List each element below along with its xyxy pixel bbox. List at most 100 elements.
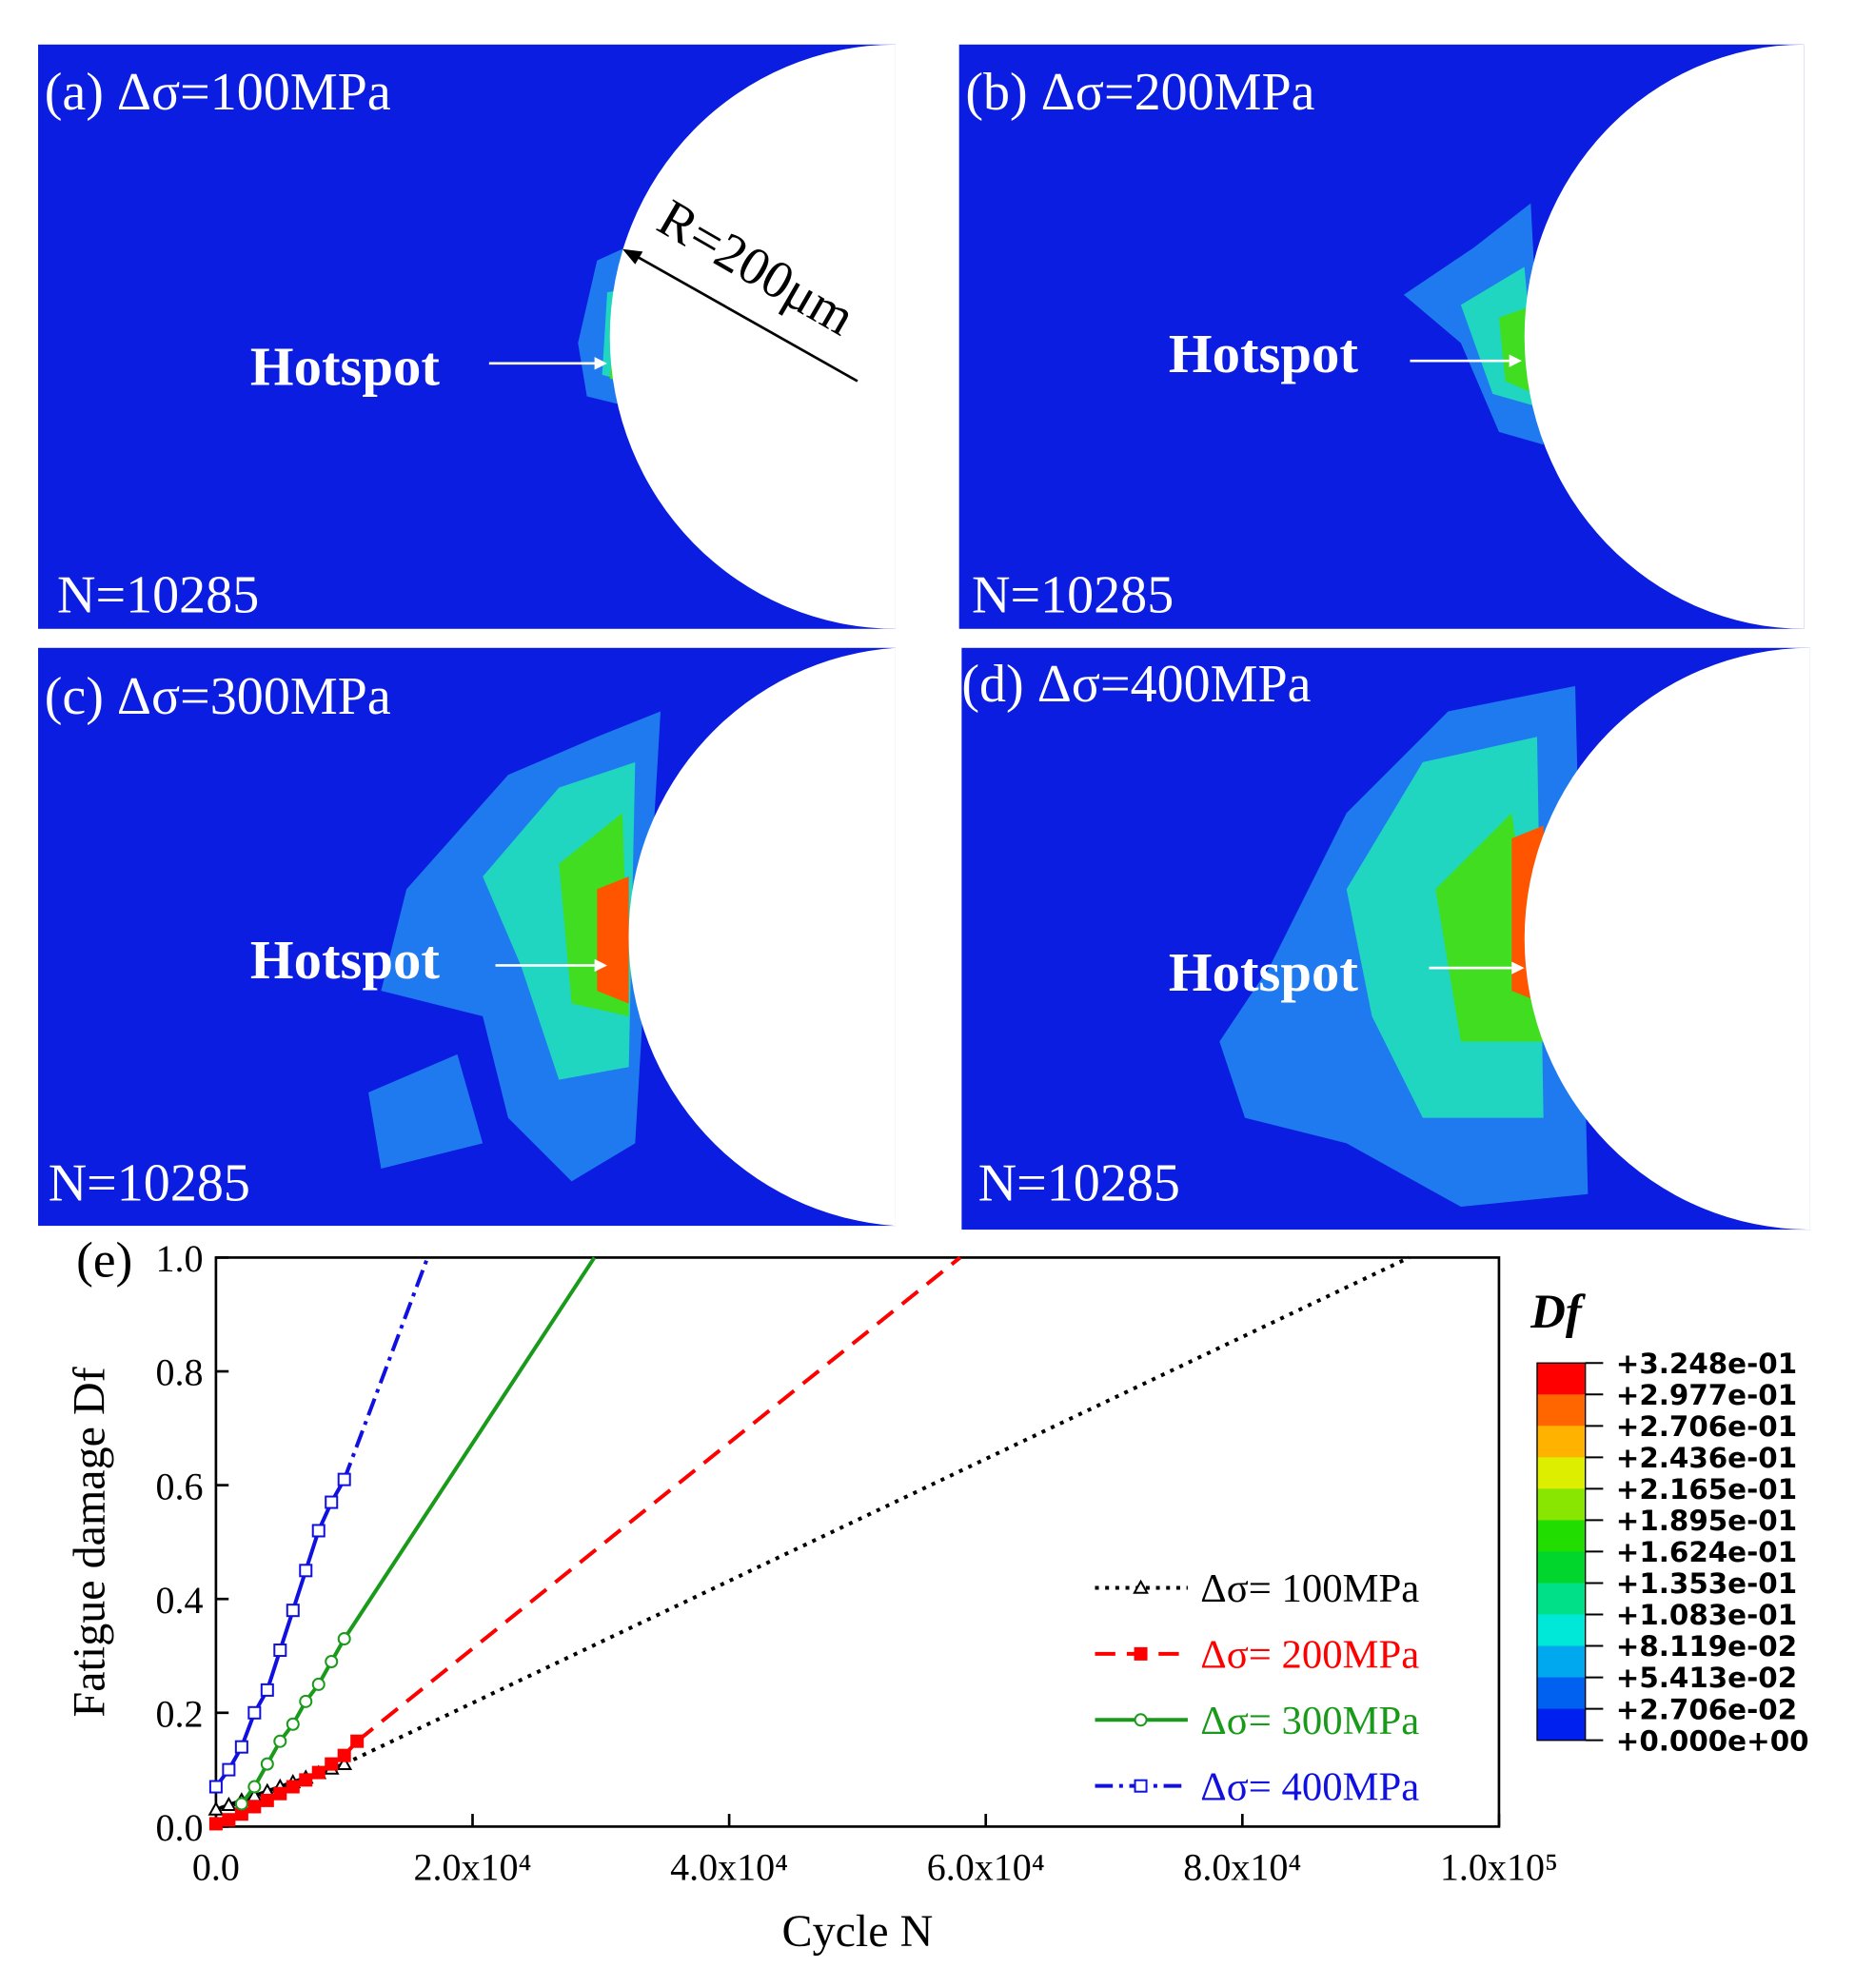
legend: Δσ= 100MPa Δσ= 200MPa Δσ= 300MPa Δσ= 400MPa (1095, 1566, 1419, 1809)
marker (299, 1564, 313, 1578)
series (234, 1256, 597, 1811)
marker (1134, 1713, 1148, 1727)
marker (286, 1780, 300, 1794)
marker (311, 1677, 326, 1691)
marker (208, 1817, 223, 1831)
legend-label: Δσ= 400MPa (1200, 1764, 1419, 1809)
marker (1134, 1779, 1148, 1793)
colorbar-label: +5.413e-02 (1616, 1662, 1797, 1694)
colorbar-band (1536, 1614, 1586, 1647)
extrapolation-line (343, 1256, 597, 1641)
colorbar-label: +2.436e-01 (1616, 1442, 1797, 1474)
panel-d: (d) Δσ=400MPa Hotspot N=10285 (961, 647, 1810, 1230)
marker (222, 1813, 236, 1827)
extrapolation-line (355, 1255, 962, 1743)
y-tick-label: 0.2 (156, 1692, 204, 1735)
x-axis-label: Cycle N (782, 1906, 934, 1957)
arrow-head (594, 958, 607, 973)
hotspot-label: Hotspot (250, 336, 440, 398)
marker (207, 1801, 225, 1816)
contour-blob (368, 1053, 484, 1170)
colorbar-band (1536, 1520, 1586, 1553)
y-tick-label: 0.0 (156, 1806, 204, 1849)
colorbar-label: +1.083e-01 (1616, 1599, 1797, 1631)
marker (234, 1797, 248, 1811)
hole (609, 44, 896, 629)
colorbar-band (1536, 1645, 1586, 1679)
colorbar-band (1536, 1488, 1586, 1522)
marker (337, 1632, 351, 1646)
colorbar-band (1536, 1426, 1586, 1458)
x-tick-label: 8.0x10⁴ (1183, 1845, 1301, 1888)
arrow-head (622, 248, 643, 265)
marker (260, 1683, 274, 1697)
cycle-label: N=10285 (972, 565, 1174, 624)
legend-label: Δσ= 300MPa (1200, 1699, 1419, 1743)
colorbar-label: +3.248e-01 (1616, 1348, 1797, 1380)
marker (336, 1755, 353, 1770)
y-axis-label: Fatigue damage Df (64, 1367, 114, 1717)
colorbar-band (1536, 1551, 1586, 1584)
marker (247, 1800, 262, 1814)
extrapolation-line (342, 1256, 430, 1481)
marker (311, 1524, 326, 1538)
marker (273, 1786, 287, 1801)
marker (273, 1734, 287, 1748)
x-tick-label: 1.0x10⁵ (1440, 1845, 1558, 1888)
hotspot-label: Hotspot (250, 929, 440, 991)
y-tick-label: 0.6 (156, 1465, 204, 1507)
colorbar-band (1536, 1457, 1586, 1490)
hotspot-label: Hotspot (1169, 941, 1358, 1003)
colorbar: +3.248e-01+2.977e-01+2.706e-01+2.436e-01… (1536, 1348, 1809, 1757)
y-tick-label: 0.8 (156, 1351, 204, 1394)
marker (208, 1780, 223, 1794)
marker (260, 1757, 274, 1771)
colorbar-label: +2.165e-01 (1616, 1473, 1797, 1506)
panel-c: (c) Δσ=300MPa Hotspot N=10285 (38, 647, 896, 1227)
x-tick-label: 2.0x10⁴ (413, 1845, 531, 1888)
y-tick-label: 0.4 (156, 1579, 204, 1622)
colorbar-label: +2.977e-01 (1616, 1379, 1797, 1411)
plot-area (207, 1255, 1501, 1831)
series (208, 1256, 430, 1794)
colorbar-label: +0.000e+00 (1616, 1724, 1809, 1757)
marker (221, 1796, 237, 1812)
panel-label: (a) Δσ=100MPa (45, 63, 391, 122)
colorbar-band (1536, 1677, 1586, 1710)
y-tick-label: 1.0 (156, 1237, 204, 1280)
marker (311, 1765, 326, 1780)
colorbar-label: +8.119e-02 (1616, 1630, 1797, 1663)
marker (273, 1644, 287, 1658)
x-tick-label: 4.0x10⁴ (670, 1845, 788, 1888)
arrow-head (1509, 354, 1522, 367)
contour-blob (597, 876, 629, 1004)
legend-label: Δσ= 100MPa (1200, 1566, 1419, 1611)
marker (350, 1734, 365, 1748)
marker (325, 1654, 339, 1668)
marker (1134, 1646, 1148, 1661)
radius-line (632, 252, 859, 383)
marker (286, 1717, 300, 1731)
colorbar-band (1536, 1363, 1586, 1395)
panel-label: (c) Δσ=300MPa (45, 667, 391, 726)
series (208, 1255, 962, 1831)
marker (299, 1694, 313, 1708)
marker (260, 1793, 274, 1807)
marker (299, 1773, 313, 1787)
colorbar-label: +1.895e-01 (1616, 1505, 1797, 1537)
arrow-head (1511, 961, 1525, 974)
colorbar-label: +1.353e-01 (1616, 1567, 1797, 1600)
panel-b: (b) Δσ=200MPa Hotspot N=10285 (958, 44, 1805, 629)
marker (247, 1705, 262, 1720)
arrow-head (594, 357, 607, 370)
colorbar-band (1536, 1583, 1586, 1616)
marker (325, 1757, 339, 1771)
marker (337, 1748, 351, 1762)
colorbar-band (1536, 1708, 1586, 1742)
colorbar-label: +1.624e-01 (1616, 1536, 1797, 1568)
panel-label: (b) Δσ=200MPa (965, 63, 1314, 122)
colorbar-band (1536, 1394, 1586, 1427)
marker (286, 1604, 300, 1618)
